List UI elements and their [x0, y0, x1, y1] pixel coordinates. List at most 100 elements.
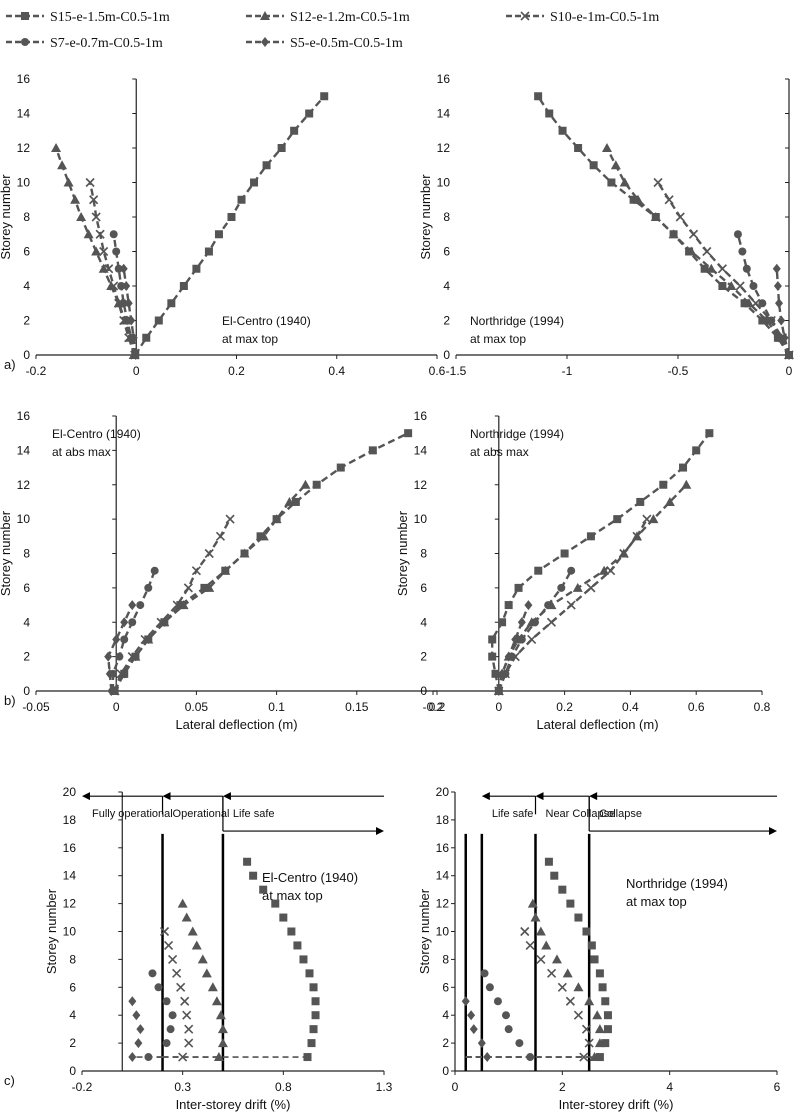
- data-point: [659, 480, 668, 489]
- data-point: [705, 429, 714, 438]
- data-point: [675, 212, 685, 222]
- data-point: [178, 1052, 188, 1062]
- legend-marker: [261, 37, 269, 47]
- data-point: [668, 229, 679, 239]
- data-point: [191, 940, 202, 950]
- y-tick-label: 10: [17, 512, 31, 526]
- data-point: [517, 617, 526, 628]
- data-point: [740, 299, 749, 308]
- data-point: [112, 634, 121, 645]
- zone-label: Collapse: [599, 808, 642, 820]
- data-point: [131, 350, 140, 360]
- data-point: [164, 940, 174, 951]
- y-tick-label: 2: [23, 650, 30, 664]
- chart-panel-1: 0 2 4 6 8 10 12 14 16 -0.2 0 0.2 0.4 0.6 Storey number…: [0, 72, 446, 378]
- data-point: [201, 968, 212, 978]
- panel-label: b): [4, 693, 16, 708]
- data-point: [742, 264, 751, 273]
- x-tick-label: 6: [774, 1080, 781, 1094]
- data-point: [461, 996, 470, 1007]
- panel-label: c): [4, 1073, 15, 1088]
- data-point: [336, 463, 345, 472]
- data-point: [287, 927, 296, 936]
- data-point: [239, 548, 250, 558]
- data-point: [237, 195, 246, 204]
- y-axis-label: Storey number: [417, 888, 432, 974]
- data-point: [284, 496, 295, 506]
- data-point: [514, 583, 523, 592]
- annotation-text: Northridge (1994): [470, 314, 564, 328]
- data-point: [601, 143, 612, 152]
- legend-entry-square: S15-e-1.5m-C0.5-1m: [6, 10, 170, 25]
- y-tick-label: 20: [436, 785, 450, 799]
- data-point: [129, 332, 138, 343]
- data-point: [127, 315, 136, 326]
- data-point: [127, 652, 137, 662]
- data-point: [566, 600, 576, 610]
- data-point: [603, 1025, 612, 1034]
- data-point: [494, 686, 503, 696]
- data-point: [785, 350, 793, 360]
- data-point: [187, 926, 198, 936]
- data-point: [128, 600, 137, 611]
- data-point: [167, 299, 176, 308]
- data-point: [629, 195, 638, 204]
- data-point: [225, 514, 235, 524]
- data-point: [215, 531, 226, 541]
- data-point: [544, 857, 553, 866]
- data-point: [515, 1039, 524, 1048]
- x-tick-label: 0.6: [688, 700, 705, 714]
- data-point: [290, 126, 299, 135]
- x-tick-label: -0.5: [668, 364, 689, 378]
- data-point: [579, 1052, 589, 1062]
- legend-entry-triangle: S12-e-1.2m-C0.5-1m: [246, 10, 410, 25]
- x-tick-label: 0.2: [556, 700, 573, 714]
- chart-panel-6: 0 2 4 6 8 10 12 14 16 18 20 0 2 4 6 Storey number Inter-…: [417, 785, 781, 1112]
- y-tick-label: 0: [443, 348, 450, 362]
- annotation-text: at max top: [222, 332, 278, 346]
- y-tick-label: 8: [442, 952, 449, 966]
- data-point: [534, 92, 543, 101]
- chart-panel-3: 0 2 4 6 8 10 12 14 16 -0.05 0 0.05 0.1 0.15 0.2 Storey …: [0, 409, 446, 732]
- series-triangle: [493, 479, 692, 695]
- series-triangle: [162, 898, 228, 1062]
- data-point: [148, 969, 157, 978]
- data-point: [613, 515, 622, 524]
- data-point: [606, 566, 616, 576]
- legend-entry-cross: S10-e-1m-C0.5-1m: [506, 10, 659, 25]
- series-cross: [494, 514, 652, 696]
- data-point: [211, 996, 222, 1006]
- legend-marker: [260, 11, 270, 20]
- legend-label: S7-e-0.7m-C0.5-1m: [50, 36, 163, 51]
- data-point: [572, 582, 583, 592]
- data-point: [633, 194, 644, 204]
- data-point: [607, 178, 616, 187]
- data-point: [498, 668, 507, 679]
- data-point: [477, 1038, 486, 1049]
- legend-label: S5-e-0.5m-C0.5-1m: [290, 36, 403, 51]
- data-point: [767, 316, 776, 325]
- data-point: [590, 955, 599, 964]
- data-point: [227, 213, 236, 221]
- annotation-text: El-Centro (1940): [52, 427, 141, 441]
- data-point: [154, 316, 163, 325]
- y-tick-label: 14: [437, 107, 451, 121]
- data-point: [140, 634, 150, 645]
- x-tick-label: -0.05: [22, 700, 50, 714]
- zone-arrow-head: [376, 827, 384, 836]
- data-point: [303, 1053, 312, 1062]
- data-point: [114, 264, 123, 273]
- y-tick-label: 6: [23, 581, 30, 595]
- data-point: [128, 996, 137, 1007]
- series-circle: [494, 566, 576, 695]
- series-cross: [465, 926, 594, 1062]
- y-tick-label: 8: [443, 210, 450, 224]
- data-point: [259, 885, 268, 894]
- data-point: [258, 531, 269, 541]
- data-point: [733, 230, 742, 239]
- y-tick-label: 12: [63, 897, 77, 911]
- legend-entry-diamond: S5-e-0.5m-C0.5-1m: [246, 36, 403, 51]
- data-point: [558, 126, 567, 135]
- data-point: [594, 1024, 605, 1034]
